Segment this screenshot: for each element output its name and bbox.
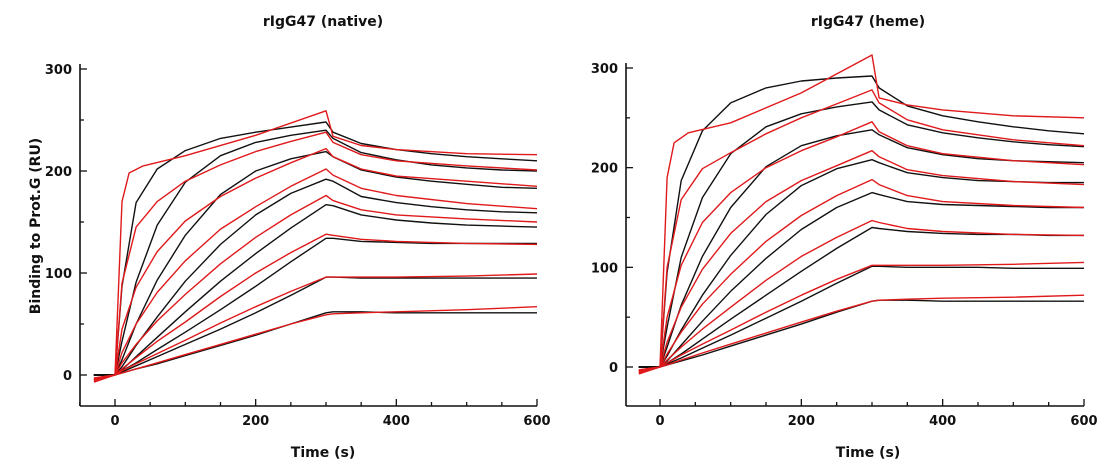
heme-series-4-data — [638, 158, 1084, 368]
panel-heme-plot: 0 200 400 600 0 100 200 300 — [591, 54, 1098, 429]
native-series-12-fit — [93, 168, 538, 381]
y-axis-label: Binding to Prot.G (RU) — [28, 138, 44, 314]
heme-series-9-fit — [638, 54, 1085, 375]
panel-heme-x-axis-label: Time (s) — [836, 445, 900, 461]
heme-y-tick-label: 0 — [609, 361, 618, 376]
native-series-14-fit — [93, 233, 538, 380]
heme-series-8-data — [638, 299, 1084, 368]
native-series-15-fit — [93, 273, 538, 379]
heme-x-tick-label: 200 — [788, 414, 815, 429]
heme-y-tick-label: 300 — [591, 62, 618, 77]
native-x-tick-label: 0 — [110, 414, 119, 429]
heme-series-12-fit — [638, 149, 1085, 373]
panel-heme-title: rIgG47 (heme) — [811, 14, 925, 30]
heme-y-tick-label: 200 — [591, 162, 618, 177]
native-series-3-data — [93, 150, 538, 376]
panel-native-x-axis-label: Time (s) — [291, 445, 355, 461]
native-series-8-data — [93, 311, 537, 376]
panel-native-plot: 0 200 400 600 0 100 200 300 — [45, 63, 551, 429]
native-y-tick-label: 0 — [63, 369, 72, 384]
heme-x-tick-label: 400 — [929, 414, 956, 429]
native-x-tick-label: 400 — [383, 414, 410, 429]
native-y-tick-label: 100 — [45, 267, 72, 282]
native-y-tick-label: 200 — [45, 165, 72, 180]
native-series-13-fit — [93, 194, 538, 380]
heme-series-16-fit — [638, 294, 1085, 371]
panel-native: rIgG47 (native) 0 200 400 600 0 100 200 300 Tim… — [45, 14, 551, 461]
panel-native-title: rIgG47 (native) — [263, 14, 383, 30]
native-y-tick-label: 300 — [45, 63, 72, 78]
heme-series-11-fit — [638, 121, 1085, 373]
heme-x-tick-label: 0 — [655, 414, 664, 429]
native-series-9-fit — [93, 110, 538, 383]
native-series-10-fit — [93, 131, 538, 382]
heme-series-14-fit — [638, 219, 1085, 372]
heme-series-10-fit — [638, 89, 1085, 374]
panel-heme: rIgG47 (heme) 0 200 400 600 0 100 200 300 Time … — [591, 14, 1098, 461]
native-series-11-fit — [93, 147, 538, 381]
heme-x-tick-label: 600 — [1070, 414, 1097, 429]
heme-series-7-data — [638, 265, 1084, 368]
heme-y-tick-label: 100 — [591, 261, 618, 276]
heme-series-5-data — [638, 191, 1084, 368]
heme-series-13-fit — [638, 178, 1085, 372]
native-x-tick-label: 200 — [242, 414, 269, 429]
native-series-7-data — [93, 276, 537, 376]
native-series-4-data — [93, 178, 538, 376]
heme-series-15-fit — [638, 261, 1085, 371]
native-series-1-data — [93, 121, 538, 376]
native-x-tick-label: 600 — [523, 414, 550, 429]
native-series-16-fit — [93, 306, 538, 379]
heme-series-1-data — [638, 75, 1085, 368]
heme-series-3-data — [638, 129, 1085, 368]
